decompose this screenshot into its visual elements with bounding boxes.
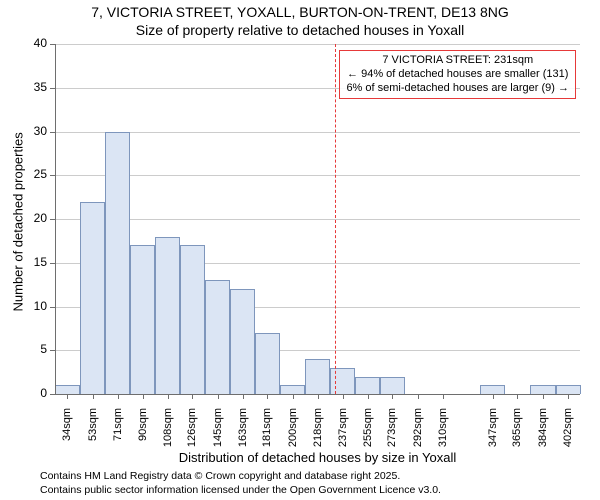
attribution-line-1: Contains HM Land Registry data © Crown c… xyxy=(40,470,441,484)
histogram-bar xyxy=(355,377,380,395)
histogram-bar xyxy=(80,202,105,395)
annotation-line-2: ← 94% of detached houses are smaller (13… xyxy=(346,68,569,82)
chart-title-block: 7, VICTORIA STREET, YOXALL, BURTON-ON-TR… xyxy=(0,0,600,39)
y-tick-label: 25 xyxy=(23,167,47,181)
y-tick-label: 20 xyxy=(23,211,47,225)
y-tick-label: 40 xyxy=(23,36,47,50)
y-tick-label: 0 xyxy=(23,386,47,400)
y-tick-label: 35 xyxy=(23,80,47,94)
histogram-bar xyxy=(180,245,205,394)
grid-line xyxy=(55,44,580,45)
histogram-bar xyxy=(380,377,405,395)
histogram-bar xyxy=(130,245,155,394)
histogram-bar xyxy=(230,289,255,394)
histogram-plot: 051015202530354034sqm53sqm71sqm90sqm108s… xyxy=(55,44,580,394)
histogram-bar xyxy=(155,237,180,395)
histogram-bar xyxy=(330,368,355,394)
histogram-bar xyxy=(305,359,330,394)
annotation-line-1: 7 VICTORIA STREET: 231sqm xyxy=(346,54,569,68)
histogram-bar xyxy=(255,333,280,394)
grid-line xyxy=(55,175,580,176)
x-axis-line xyxy=(55,394,580,395)
grid-line xyxy=(55,219,580,220)
y-tick-label: 15 xyxy=(23,255,47,269)
histogram-bar xyxy=(480,385,505,394)
reference-line xyxy=(335,44,337,394)
title-line-2: Size of property relative to detached ho… xyxy=(0,22,600,40)
x-axis-label: Distribution of detached houses by size … xyxy=(55,450,580,465)
histogram-bar xyxy=(280,385,305,394)
histogram-bar xyxy=(55,385,80,394)
annotation-box: 7 VICTORIA STREET: 231sqm← 94% of detach… xyxy=(339,50,576,99)
y-tick-label: 5 xyxy=(23,342,47,356)
histogram-bar xyxy=(105,132,130,395)
attribution-block: Contains HM Land Registry data © Crown c… xyxy=(40,470,441,497)
attribution-line-2: Contains public sector information licen… xyxy=(40,484,441,498)
annotation-line-3: 6% of semi-detached houses are larger (9… xyxy=(346,82,569,96)
title-line-1: 7, VICTORIA STREET, YOXALL, BURTON-ON-TR… xyxy=(0,4,600,22)
y-tick-label: 10 xyxy=(23,299,47,313)
histogram-bar xyxy=(556,385,581,394)
histogram-bar xyxy=(205,280,230,394)
histogram-bar xyxy=(530,385,555,394)
y-tick-label: 30 xyxy=(23,124,47,138)
y-axis-line xyxy=(55,44,56,394)
grid-line xyxy=(55,132,580,133)
